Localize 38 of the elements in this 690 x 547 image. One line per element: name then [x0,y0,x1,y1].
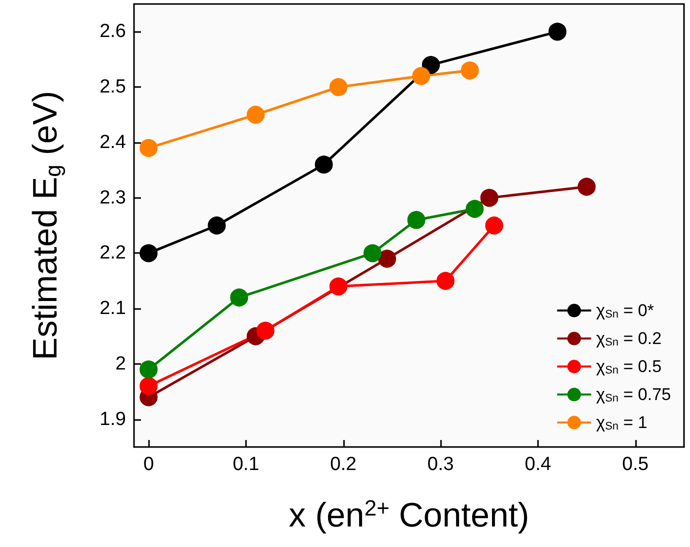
point [140,377,158,396]
point [436,272,455,290]
point [480,188,498,207]
x-tick-label: 0.2 [330,454,357,475]
point [246,106,265,124]
point [412,66,430,85]
point [230,288,248,306]
x-tick-label: 0 [143,454,154,475]
y-tick-label: 2.2 [100,242,126,264]
point [256,322,274,340]
point [378,250,396,268]
x-tick-label: 0.3 [427,454,454,475]
x-tick-label: 0.5 [622,454,649,475]
point [407,210,426,229]
point [548,22,566,41]
point [140,244,158,262]
y-tick-label: 1.9 [100,408,126,430]
point [314,156,333,174]
y-tick-label: 2 [115,353,126,374]
point [140,360,158,378]
y-tick-label: 2.5 [100,76,126,98]
x-tick-label: 0.4 [524,454,552,475]
point [329,78,348,96]
point [140,138,158,157]
point [208,216,226,234]
point [422,56,440,74]
y-axis-title: Estimated Eg (eV) [26,90,66,360]
x-tick-label: 0.1 [232,454,260,475]
point [460,61,479,80]
y-tick-label: 2.1 [100,298,126,320]
point [485,216,504,234]
y-tick-label: 2.6 [100,21,126,42]
point [364,244,382,262]
point [578,178,596,196]
point [466,200,484,218]
y-tick-label: 2.4 [100,132,126,153]
point [329,277,348,296]
y-tick-label: 2.3 [100,187,126,208]
